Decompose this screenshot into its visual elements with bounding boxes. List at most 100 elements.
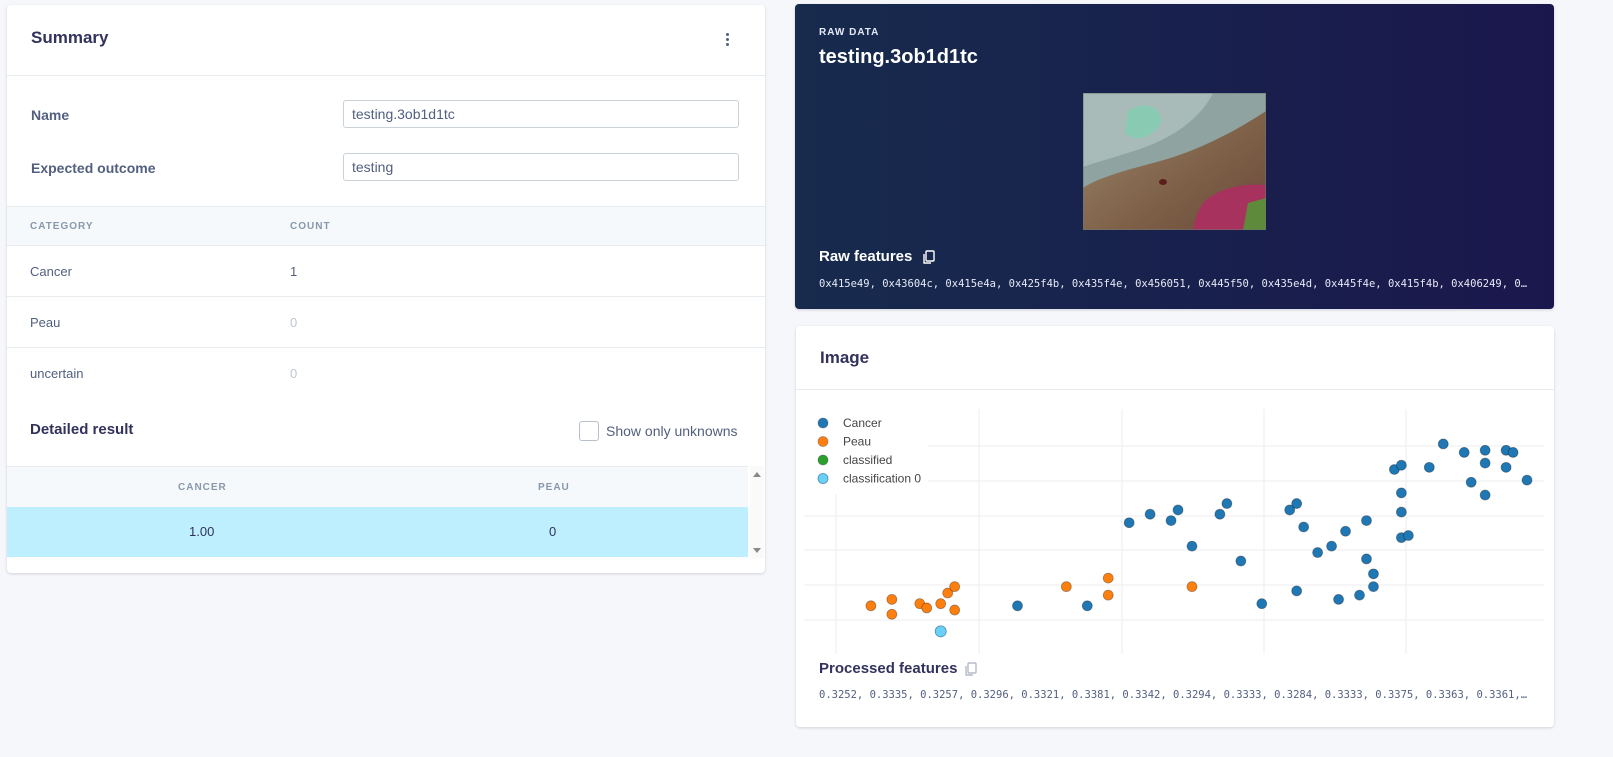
data-point-peau[interactable] bbox=[949, 581, 961, 593]
feature-scatter-plot[interactable]: Cancer Peau classified classification 0 bbox=[804, 409, 1544, 654]
expected-outcome-label: Expected outcome bbox=[31, 160, 156, 176]
image-card: Image Cancer Peau classified classification… bbox=[796, 326, 1554, 727]
processed-features-title: Processed features bbox=[819, 660, 958, 677]
count-cell: 0 bbox=[290, 365, 298, 381]
data-point-cancer[interactable] bbox=[1186, 540, 1198, 552]
raw-features-title: Raw features bbox=[819, 248, 913, 265]
data-point-cancer[interactable] bbox=[1368, 581, 1379, 593]
data-point-peau[interactable] bbox=[921, 602, 933, 614]
data-point-peau[interactable] bbox=[1060, 581, 1072, 593]
legend-label[interactable]: classification 0 bbox=[843, 472, 921, 486]
data-point-cancer[interactable] bbox=[1479, 444, 1491, 456]
data-point-peau[interactable] bbox=[886, 608, 898, 620]
name-row: Name bbox=[31, 100, 741, 132]
data-point-cancer[interactable] bbox=[1507, 447, 1519, 458]
summary-header: Summary bbox=[7, 5, 765, 76]
category-cell: Peau bbox=[7, 296, 290, 348]
data-point-cancer[interactable] bbox=[1256, 598, 1268, 610]
result-scrollbar[interactable] bbox=[750, 466, 764, 559]
data-point-cancer[interactable] bbox=[1458, 447, 1470, 458]
copy-icon[interactable] bbox=[964, 662, 978, 676]
data-point-cancer[interactable] bbox=[1361, 553, 1372, 565]
data-point-cancer[interactable] bbox=[1437, 438, 1449, 450]
data-point-cancer[interactable] bbox=[1479, 457, 1491, 469]
legend-marker[interactable] bbox=[817, 436, 829, 447]
category-cell: uncertain bbox=[30, 365, 84, 381]
show-only-unknowns-checkbox[interactable] bbox=[579, 421, 599, 441]
data-point-cancer[interactable] bbox=[1395, 487, 1407, 499]
data-point-cancer[interactable] bbox=[1165, 515, 1177, 526]
result-peau-value: 0 bbox=[549, 524, 557, 539]
data-point-peau[interactable] bbox=[935, 598, 947, 610]
summary-card: Summary Name Expected outcome CATEGORY C… bbox=[7, 5, 765, 573]
data-point-cancer[interactable] bbox=[1172, 504, 1184, 516]
legend-label[interactable]: Cancer bbox=[843, 416, 882, 430]
category-cell: Cancer bbox=[7, 245, 290, 297]
image-title: Image bbox=[820, 348, 870, 367]
summary-title: Summary bbox=[31, 28, 109, 47]
name-label: Name bbox=[31, 107, 70, 123]
data-point-cancer[interactable] bbox=[1395, 506, 1407, 518]
count-cell: 0 bbox=[290, 296, 765, 348]
data-point-peau[interactable] bbox=[949, 604, 961, 616]
table-row: uncertain 0 bbox=[7, 348, 765, 399]
category-header: CATEGORY bbox=[7, 206, 290, 246]
data-point-classification-0[interactable] bbox=[934, 625, 947, 638]
data-point-cancer[interactable] bbox=[1333, 593, 1344, 605]
data-point-peau[interactable] bbox=[942, 587, 954, 599]
scroll-up-arrow-icon[interactable] bbox=[753, 472, 761, 477]
image-header: Image bbox=[796, 326, 1554, 390]
data-point-cancer[interactable] bbox=[1423, 461, 1435, 473]
data-point-cancer[interactable] bbox=[1479, 489, 1491, 501]
raw-data-card: RAW DATA testing.3ob1d1tc Raw features 0… bbox=[795, 4, 1554, 309]
legend-marker[interactable] bbox=[817, 473, 829, 484]
data-point-cancer[interactable] bbox=[1012, 600, 1023, 612]
scroll-down-arrow-icon[interactable] bbox=[753, 548, 761, 553]
data-point-peau[interactable] bbox=[1102, 589, 1114, 601]
name-input[interactable] bbox=[343, 100, 739, 128]
legend-marker[interactable] bbox=[817, 417, 829, 429]
legend-marker[interactable] bbox=[817, 454, 829, 466]
data-point-peau[interactable] bbox=[865, 600, 877, 612]
data-point-peau[interactable] bbox=[886, 593, 898, 605]
table-row: Cancer 1 bbox=[7, 245, 765, 297]
raw-features-values: 0x415e49, 0x43604c, 0x415e4a, 0x425f4b, … bbox=[819, 278, 1529, 290]
category-table: CATEGORY COUNT Cancer 1 Peau 0 uncertain… bbox=[7, 206, 765, 398]
table-row: Peau 0 bbox=[7, 296, 765, 348]
data-point-cancer[interactable] bbox=[1521, 474, 1533, 486]
copy-icon[interactable] bbox=[922, 250, 936, 264]
data-point-cancer[interactable] bbox=[1291, 585, 1303, 597]
sample-image bbox=[1083, 93, 1266, 230]
data-point-cancer[interactable] bbox=[1081, 600, 1093, 612]
data-point-cancer[interactable] bbox=[1214, 508, 1226, 520]
data-point-cancer[interactable] bbox=[1235, 555, 1247, 567]
data-point-cancer[interactable] bbox=[1465, 476, 1477, 488]
data-point-cancer[interactable] bbox=[1123, 517, 1135, 529]
data-point-peau[interactable] bbox=[1186, 581, 1198, 593]
data-point-cancer[interactable] bbox=[1284, 504, 1296, 516]
data-point-cancer[interactable] bbox=[1361, 515, 1372, 526]
legend-label[interactable]: classified bbox=[843, 453, 892, 467]
data-point-cancer[interactable] bbox=[1368, 568, 1379, 580]
data-point-cancer[interactable] bbox=[1144, 508, 1156, 520]
processed-features-values: 0.3252, 0.3335, 0.3257, 0.3296, 0.3321, … bbox=[819, 689, 1529, 701]
data-point-cancer[interactable] bbox=[1312, 547, 1324, 558]
result-table-header: CANCER PEAU bbox=[7, 466, 748, 507]
data-point-cancer[interactable] bbox=[1340, 525, 1351, 537]
data-point-cancer[interactable] bbox=[1298, 521, 1310, 533]
data-point-cancer[interactable] bbox=[1354, 589, 1365, 601]
count-header: COUNT bbox=[290, 206, 765, 246]
result-row[interactable]: 1.00 0 bbox=[7, 507, 748, 557]
data-point-cancer[interactable] bbox=[1395, 459, 1407, 471]
more-options-icon[interactable] bbox=[723, 33, 731, 47]
data-point-cancer[interactable] bbox=[1291, 498, 1303, 509]
data-point-cancer[interactable] bbox=[1221, 498, 1233, 509]
raw-data-title: testing.3ob1d1tc bbox=[819, 46, 978, 68]
data-point-peau[interactable] bbox=[1102, 572, 1114, 584]
result-header-peau: PEAU bbox=[538, 482, 570, 493]
data-point-cancer[interactable] bbox=[1402, 530, 1414, 541]
data-point-cancer[interactable] bbox=[1326, 540, 1337, 552]
data-point-cancer[interactable] bbox=[1500, 461, 1512, 473]
expected-outcome-input[interactable] bbox=[343, 153, 739, 181]
legend-label[interactable]: Peau bbox=[843, 435, 871, 449]
